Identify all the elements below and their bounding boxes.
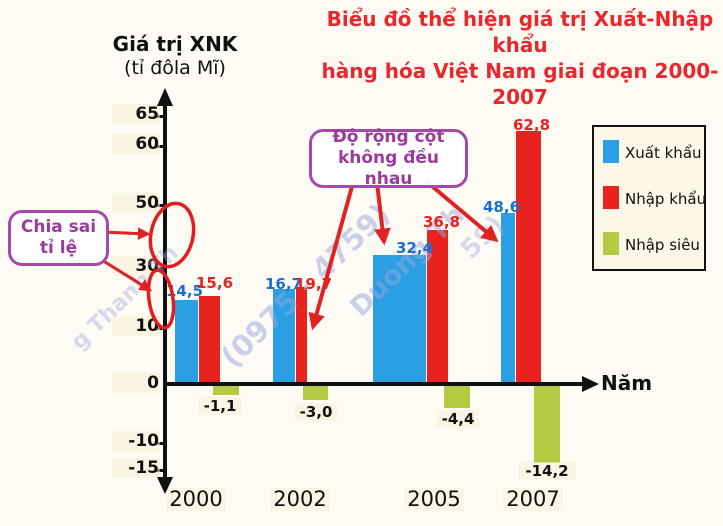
- y-tick-label: 10: [112, 316, 160, 336]
- bar-export-2000: [175, 300, 198, 382]
- y-tick-label: 65: [112, 104, 160, 124]
- y-axis-title: Giá trị XNK: [112, 32, 238, 56]
- bar-import-2005: [427, 230, 448, 382]
- y-tick-label: -15: [112, 458, 160, 478]
- chart-title: Biểu đồ thể hiện giá trị Xuất-Nhập khẩu …: [320, 6, 720, 110]
- value-label-export-2007: 48,6: [483, 198, 521, 216]
- value-label-import-2000: 15,6: [196, 274, 234, 292]
- value-label-import-2005: 36,8: [423, 213, 461, 231]
- chart-title-line2: hàng hóa Việt Nam giai đoạn 2000-2007: [321, 59, 719, 109]
- bar-export-2002: [273, 289, 295, 382]
- callout-scale-error-line2: tỉ lệ: [39, 238, 78, 258]
- legend-swatch-export: [603, 140, 619, 163]
- bar-deficit-2005: [444, 386, 470, 408]
- value-label-import-2007: 62,8: [513, 116, 551, 134]
- callout-width-error-line1: Độ rộng cột: [332, 126, 445, 147]
- legend-swatch-import: [603, 186, 619, 209]
- value-label-import-2002: 19,7: [295, 275, 333, 293]
- callout-width-error-line2: không đều nhau: [337, 147, 440, 190]
- arrow-width-error-2005: [374, 182, 391, 246]
- bar-deficit-2007: [534, 386, 560, 463]
- x-tick-label-2000: 2000: [166, 487, 226, 511]
- x-axis-label: Năm: [601, 371, 653, 395]
- bar-export-2005: [373, 255, 426, 382]
- value-label-deficit-2007: -14,2: [518, 462, 576, 480]
- x-tick-label-2005: 2005: [404, 487, 464, 511]
- x-axis-line: [163, 382, 585, 386]
- bar-import-2000: [199, 296, 220, 382]
- legend-label-deficit: Nhập siêu: [625, 236, 700, 254]
- value-label-export-2005: 32,4: [396, 239, 434, 257]
- y-tick-label: -10: [112, 431, 160, 451]
- value-label-deficit-2002: -3,0: [295, 403, 337, 421]
- y-tick-label: 50: [112, 193, 160, 213]
- y-tick-label: 30: [112, 256, 160, 276]
- y-tick-label: 60: [112, 134, 160, 154]
- bar-deficit-2000: [213, 386, 239, 395]
- bar-export-2007: [501, 213, 515, 382]
- callout-scale-error: Chia sai tỉ lệ: [8, 210, 109, 266]
- x-tick-label-2002: 2002: [270, 487, 330, 511]
- arrow-width-error-2002: [308, 182, 355, 331]
- chart-title-line1: Biểu đồ thể hiện giá trị Xuất-Nhập khẩu: [326, 7, 714, 57]
- legend-label-export: Xuất khẩu: [625, 144, 702, 162]
- bar-import-2007: [516, 131, 541, 382]
- value-label-export-2002: 16,7: [265, 275, 303, 293]
- y-axis-unit: (tỉ đôla Mĩ): [124, 57, 226, 79]
- legend-swatch-deficit: [603, 232, 619, 255]
- bar-import-2002: [296, 288, 307, 382]
- callout-width-error: Độ rộng cột không đều nhau: [309, 126, 468, 190]
- x-tick-label-2007: 2007: [503, 487, 563, 511]
- legend: Xuất khẩu Nhập khẩu Nhập siêu: [592, 125, 706, 271]
- value-label-deficit-2000: -1,1: [198, 397, 242, 415]
- legend-label-import: Nhập khẩu: [625, 190, 707, 208]
- bar-deficit-2002: [303, 386, 328, 400]
- y-tick-label: 0: [112, 373, 160, 393]
- callout-scale-error-line1: Chia sai: [20, 216, 97, 237]
- value-label-deficit-2005: -4,4: [437, 410, 479, 428]
